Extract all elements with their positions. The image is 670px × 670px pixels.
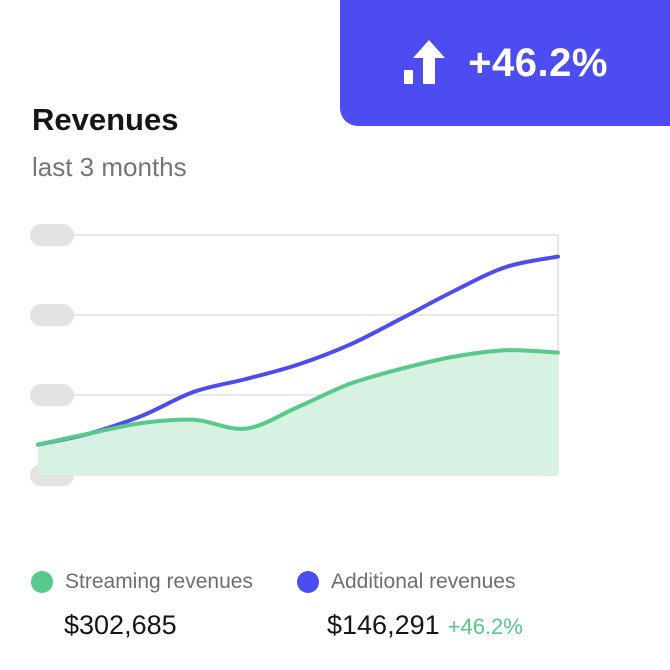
streaming-revenues-line	[36, 348, 560, 447]
y-tick-placeholder	[30, 304, 74, 326]
legend-item-additional: Additional revenues	[297, 570, 515, 594]
additional-amount-row: $146,291 +46.2%	[327, 610, 523, 641]
growth-value: +46.2%	[468, 40, 608, 85]
streaming-amount: $302,685	[64, 610, 177, 640]
chart-subtitle: last 3 months	[32, 152, 187, 182]
additional-amount: $146,291	[327, 610, 440, 640]
legend-dot-streaming	[31, 571, 53, 593]
chart-title: Revenues	[32, 102, 179, 137]
y-tick-placeholder	[30, 224, 74, 246]
chart-up-arrow-icon	[404, 40, 446, 84]
additional-revenues-line	[36, 254, 560, 447]
legend-label-streaming: Streaming revenues	[65, 570, 253, 593]
legend-dot-additional	[297, 571, 319, 593]
streaming-area	[38, 350, 558, 475]
legend-label-additional: Additional revenues	[331, 570, 516, 593]
y-tick-placeholder	[30, 384, 74, 406]
legend-item-streaming: Streaming revenues	[31, 570, 253, 594]
additional-change: +46.2%	[447, 614, 523, 639]
growth-badge: +46.2%	[340, 0, 670, 126]
